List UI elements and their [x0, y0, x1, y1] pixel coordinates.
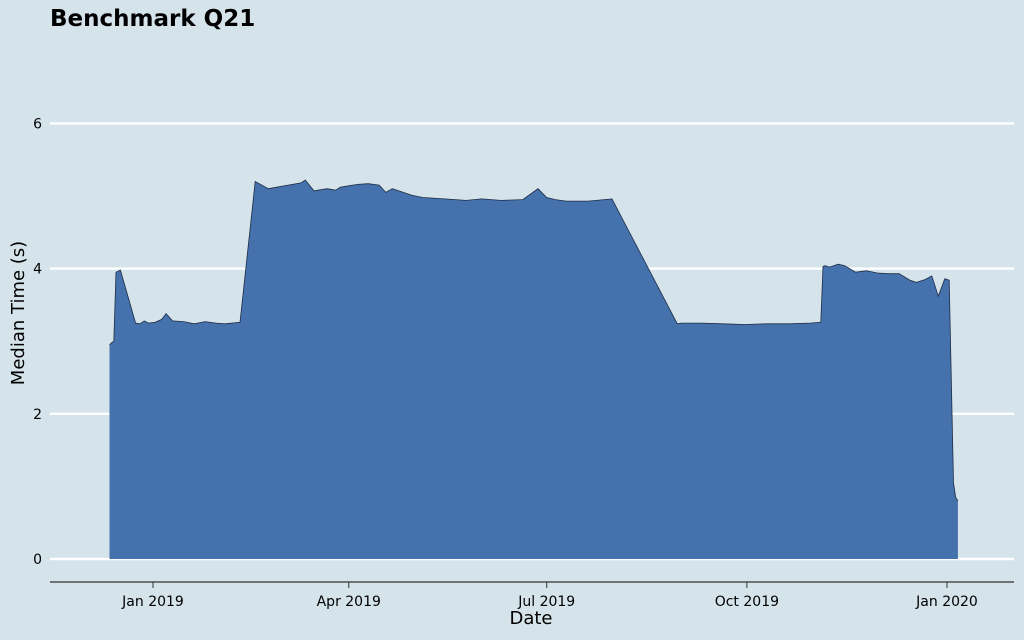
x-tick-label: Jul 2019 [517, 594, 575, 610]
area-fill [109, 180, 958, 559]
y-tick-labels: 0 2 4 6 [33, 116, 42, 568]
data-area [109, 179, 959, 559]
x-axis-label: Date [509, 608, 552, 629]
x-tick-label: Oct 2019 [715, 594, 779, 610]
x-tick-label: Jan 2020 [915, 594, 978, 610]
y-axis-label: Median Time (s) [8, 241, 29, 385]
x-ticks: Jan 2019 Apr 2019 Jul 2019 Oct 2019 Jan 2020 [121, 582, 978, 610]
y-tick-label: 4 [33, 262, 42, 278]
y-tick-label: 2 [33, 407, 42, 423]
y-tick-label: 6 [33, 116, 42, 132]
x-tick-label: Apr 2019 [317, 594, 381, 610]
series-line [109, 179, 959, 502]
chart-title: Benchmark Q21 [50, 6, 256, 32]
x-tick-label: Jan 2019 [121, 594, 184, 610]
y-tick-label: 0 [33, 552, 42, 568]
